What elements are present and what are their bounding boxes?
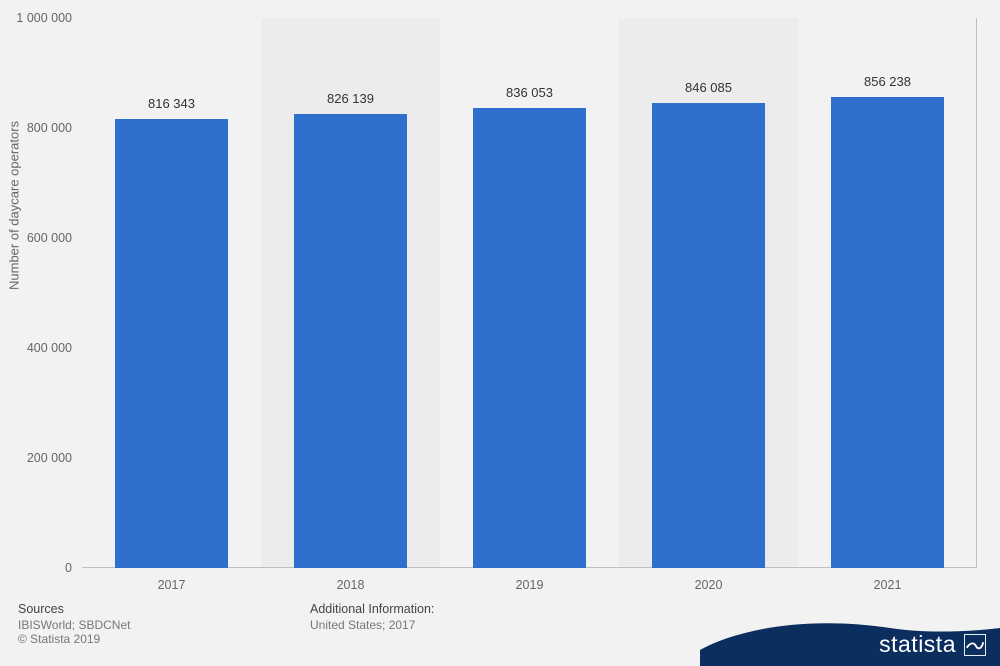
x-tick-label: 2018 (337, 578, 365, 592)
copyright-text: © Statista 2019 (18, 632, 130, 646)
y-tick-label: 800 000 (27, 121, 72, 135)
y-tick-label: 0 (65, 561, 72, 575)
x-tick-label: 2017 (158, 578, 186, 592)
bar-value-label: 856 238 (864, 74, 911, 89)
bar: 856 238 (831, 97, 944, 568)
statista-mark-icon (964, 634, 986, 656)
y-axis-right-line (976, 18, 977, 568)
x-tick-label: 2019 (516, 578, 544, 592)
sources-heading: Sources (18, 602, 130, 616)
y-tick-label: 600 000 (27, 231, 72, 245)
y-axis-title: Number of daycare operators (7, 121, 22, 290)
y-tick-label: 400 000 (27, 341, 72, 355)
y-tick-label: 200 000 (27, 451, 72, 465)
logo-text: statista (879, 631, 956, 658)
bar: 816 343 (115, 119, 228, 568)
chart-plot-area: 0200 000400 000600 000800 0001 000 00081… (82, 18, 977, 568)
bar: 826 139 (294, 114, 407, 568)
statista-logo: statista (700, 610, 1000, 666)
bar-value-label: 816 343 (148, 96, 195, 111)
bar-value-label: 836 053 (506, 85, 553, 100)
y-tick-label: 1 000 000 (16, 11, 72, 25)
x-tick-label: 2021 (874, 578, 902, 592)
bar: 836 053 (473, 108, 586, 568)
bar: 846 085 (652, 103, 765, 568)
additional-info-text: United States; 2017 (310, 618, 434, 632)
sources-text: IBISWorld; SBDCNet (18, 618, 130, 632)
bar-value-label: 846 085 (685, 80, 732, 95)
bar-value-label: 826 139 (327, 91, 374, 106)
additional-info-heading: Additional Information: (310, 602, 434, 616)
x-tick-label: 2020 (695, 578, 723, 592)
